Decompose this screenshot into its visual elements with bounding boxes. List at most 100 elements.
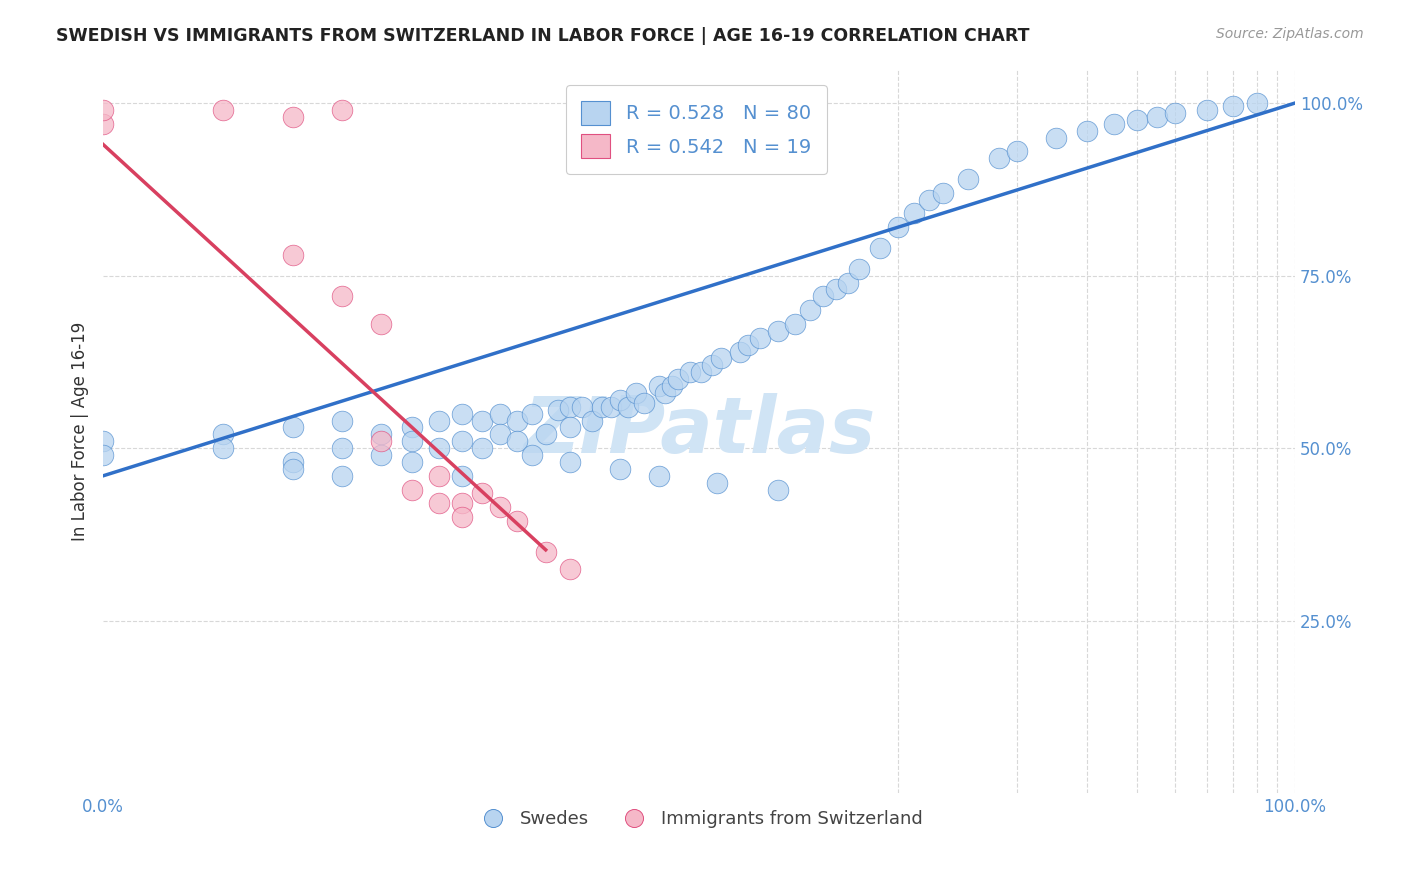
Point [427,414,450,428]
Point [91,103,114,117]
Point [370,427,392,442]
Point [988,151,1011,165]
Point [211,441,233,455]
Point [799,303,821,318]
Point [281,420,304,434]
Point [710,351,733,366]
Point [91,117,114,131]
Point [783,317,806,331]
Point [560,420,582,434]
Point [451,434,474,449]
Point [427,441,450,455]
Point [1007,145,1029,159]
Point [626,386,648,401]
Point [749,331,772,345]
Point [211,103,233,117]
Point [1045,130,1067,145]
Point [91,448,114,462]
Point [661,379,683,393]
Point [451,468,474,483]
Legend: Swedes, Immigrants from Switzerland: Swedes, Immigrants from Switzerland [468,803,931,835]
Point [451,510,474,524]
Point [700,359,723,373]
Point [330,103,353,117]
Text: SWEDISH VS IMMIGRANTS FROM SWITZERLAND IN LABOR FORCE | AGE 16-19 CORRELATION CH: SWEDISH VS IMMIGRANTS FROM SWITZERLAND I… [56,27,1029,45]
Point [489,500,512,514]
Point [633,396,655,410]
Point [571,400,593,414]
Point [647,379,669,393]
Point [489,427,512,442]
Point [534,545,557,559]
Point [600,400,623,414]
Point [451,496,474,510]
Point [401,420,423,434]
Point [370,317,392,331]
Point [591,400,613,414]
Point [401,455,423,469]
Point [1222,99,1244,113]
Point [281,455,304,469]
Point [506,434,529,449]
Point [471,486,494,500]
Point [330,441,353,455]
Point [918,193,941,207]
Point [401,434,423,449]
Point [1246,96,1268,111]
Point [427,468,450,483]
Text: Source: ZipAtlas.com: Source: ZipAtlas.com [1216,27,1364,41]
Point [813,289,835,303]
Point [617,400,640,414]
Point [330,414,353,428]
Point [281,462,304,476]
Point [370,448,392,462]
Point [520,448,543,462]
Point [1146,110,1168,124]
Point [581,414,603,428]
Point [471,441,494,455]
Point [451,407,474,421]
Point [647,468,669,483]
Point [330,468,353,483]
Point [869,241,891,255]
Point [666,372,689,386]
Point [706,475,728,490]
Point [1126,113,1149,128]
Point [281,110,304,124]
Point [766,324,789,338]
Point [330,289,353,303]
Point [1164,106,1187,120]
Point [654,386,676,401]
Point [837,276,859,290]
Point [534,427,557,442]
Point [886,220,908,235]
Point [679,365,702,379]
Point [1195,103,1218,117]
Point [956,172,979,186]
Text: ZIPatlas: ZIPatlas [523,393,875,469]
Point [91,434,114,449]
Point [737,337,759,351]
Point [728,344,751,359]
Point [520,407,543,421]
Point [825,282,848,296]
Point [401,483,423,497]
Point [560,562,582,576]
Point [547,403,569,417]
Point [609,462,631,476]
Point [370,434,392,449]
Point [427,496,450,510]
Point [489,407,512,421]
Point [609,392,631,407]
Point [766,483,789,497]
Point [506,414,529,428]
Point [1076,123,1098,137]
Point [1102,117,1125,131]
Point [281,248,304,262]
Point [211,427,233,442]
Point [690,365,713,379]
Point [560,400,582,414]
Point [848,261,870,276]
Point [903,206,925,220]
Y-axis label: In Labor Force | Age 16-19: In Labor Force | Age 16-19 [72,321,89,541]
